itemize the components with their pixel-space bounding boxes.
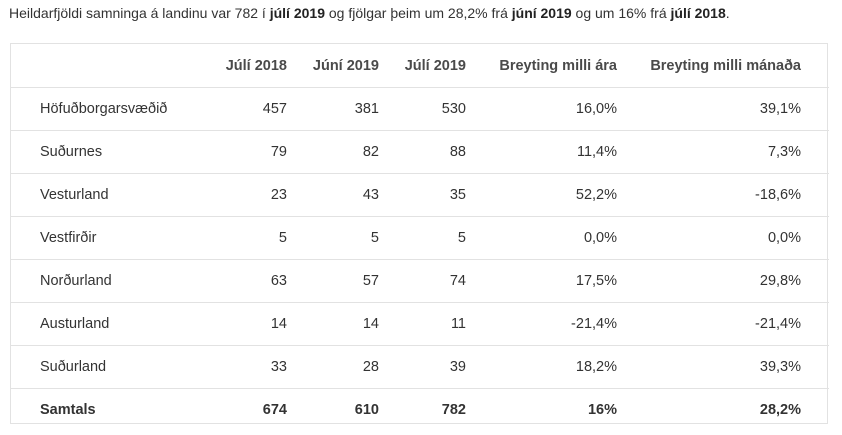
table-row: Vesturland 23 43 35 52,2% -18,6% <box>11 173 829 217</box>
cell-change-month: -18,6% <box>617 173 829 217</box>
intro-bold-previous-month: júní 2019 <box>511 5 572 21</box>
column-header-june-2019: Júní 2019 <box>287 44 379 88</box>
region-name: Vestfirðir <box>11 216 206 260</box>
cell-change-month: 29,8% <box>617 259 829 303</box>
cell-july-2018: 79 <box>206 130 287 174</box>
cell-change-year: 0,0% <box>466 216 617 260</box>
cell-change-year: 17,5% <box>466 259 617 303</box>
cell-change-month: 39,3% <box>617 345 829 389</box>
cell-change-year: 11,4% <box>466 130 617 174</box>
cell-june-2019: 57 <box>287 259 379 303</box>
column-header-change-month: Breyting milli mánaða <box>617 44 829 88</box>
cell-change-year: 16,0% <box>466 87 617 131</box>
cell-change-year: 52,2% <box>466 173 617 217</box>
contracts-table-container: Júlí 2018 Júní 2019 Júlí 2019 Breyting m… <box>10 43 829 424</box>
cell-july-2019: 88 <box>379 130 466 174</box>
cell-july-2019: 530 <box>379 87 466 131</box>
region-name: Höfuðborgarsvæðið <box>11 87 206 131</box>
table-header-row: Júlí 2018 Júní 2019 Júlí 2019 Breyting m… <box>11 44 829 88</box>
column-header-change-year: Breyting milli ára <box>466 44 617 88</box>
cell-july-2018: 63 <box>206 259 287 303</box>
intro-bold-previous-year: júlí 2018 <box>670 5 726 21</box>
total-june-2019: 610 <box>354 402 379 418</box>
cell-june-2019: 82 <box>287 130 379 174</box>
column-header-july-2018: Júlí 2018 <box>206 44 287 88</box>
cell-june-2019: 381 <box>287 87 379 131</box>
table-row: Austurland 14 14 11 -21,4% -21,4% <box>11 302 829 346</box>
cell-june-2019: 14 <box>287 302 379 346</box>
region-name: Suðurnes <box>11 130 206 174</box>
table-row: Höfuðborgarsvæðið 457 381 530 16,0% 39,1… <box>11 87 829 131</box>
cell-july-2018: 457 <box>206 87 287 131</box>
cell-july-2018: 33 <box>206 345 287 389</box>
cell-july-2018: 5 <box>206 216 287 260</box>
total-july-2019: 782 <box>441 402 466 418</box>
cell-change-month: 7,3% <box>617 130 829 174</box>
cell-july-2019: 74 <box>379 259 466 303</box>
cell-change-year: 18,2% <box>466 345 617 389</box>
column-header-july-2019: Júlí 2019 <box>379 44 466 88</box>
contracts-table: Júlí 2018 Júní 2019 Júlí 2019 Breyting m… <box>11 44 829 431</box>
table-row: Suðurnes 79 82 88 11,4% 7,3% <box>11 130 829 174</box>
total-change-year: 16% <box>587 402 617 418</box>
cell-june-2019: 43 <box>287 173 379 217</box>
region-name: Suðurland <box>11 345 206 389</box>
cell-july-2019: 5 <box>379 216 466 260</box>
table-total-row: Samtals 674 610 782 16% 28,2% <box>11 389 829 432</box>
cell-july-2019: 35 <box>379 173 466 217</box>
table-row: Norðurland 63 57 74 17,5% 29,8% <box>11 259 829 303</box>
column-header-region <box>11 44 206 88</box>
region-name: Norðurland <box>11 259 206 303</box>
cell-july-2018: 14 <box>206 302 287 346</box>
intro-text-part: og fjölgar þeim um 28,2% frá <box>324 5 512 21</box>
cell-july-2018: 23 <box>206 173 287 217</box>
total-july-2018: 674 <box>262 402 287 418</box>
region-name: Austurland <box>11 302 206 346</box>
table-row: Vestfirðir 5 5 5 0,0% 0,0% <box>11 216 829 260</box>
cell-june-2019: 5 <box>287 216 379 260</box>
table-row: Suðurland 33 28 39 18,2% 39,3% <box>11 345 829 389</box>
cell-change-month: 0,0% <box>617 216 829 260</box>
intro-text-part: . <box>725 5 730 21</box>
intro-text: Heildarfjöldi samninga á landinu var 782… <box>9 4 730 22</box>
intro-text-part: og um 16% frá <box>571 5 671 21</box>
region-name: Vesturland <box>11 173 206 217</box>
cell-july-2019: 11 <box>379 302 466 346</box>
intro-bold-current-month: júlí 2019 <box>269 5 325 21</box>
cell-june-2019: 28 <box>287 345 379 389</box>
cell-july-2019: 39 <box>379 345 466 389</box>
cell-change-month: 39,1% <box>617 87 829 131</box>
cell-change-month: -21,4% <box>617 302 829 346</box>
cell-change-year: -21,4% <box>466 302 617 346</box>
total-change-month: 28,2% <box>759 402 801 418</box>
total-label: Samtals <box>40 402 96 418</box>
intro-text-part: Heildarfjöldi samninga á landinu var 782… <box>9 5 270 21</box>
